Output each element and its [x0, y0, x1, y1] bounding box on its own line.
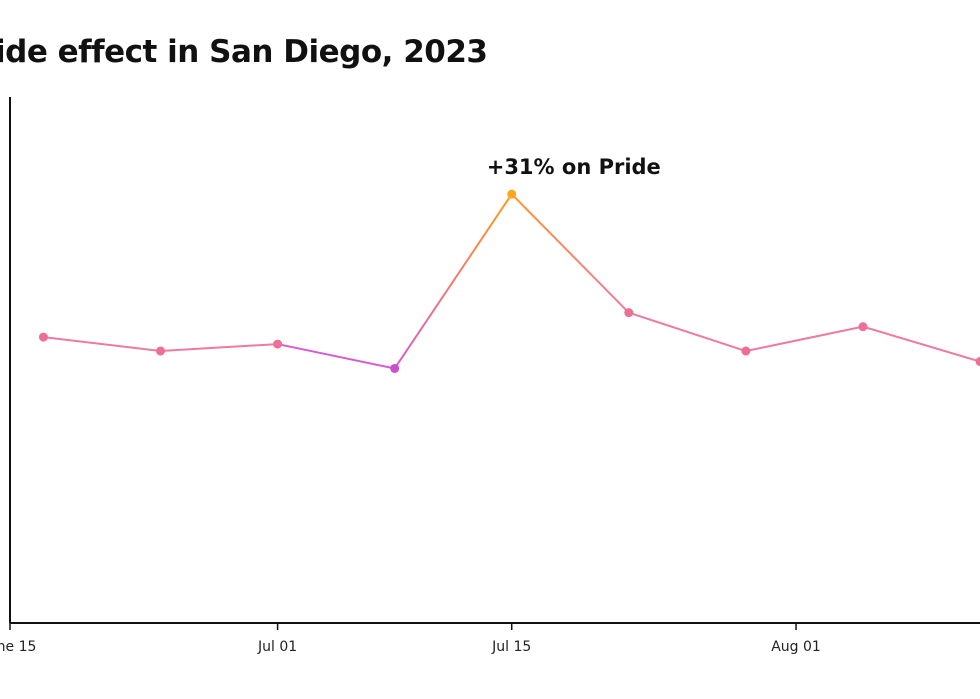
line-segment: [510, 193, 630, 314]
axes: [9, 97, 980, 624]
data-point: [975, 357, 980, 366]
data-point: [507, 189, 517, 199]
peak-annotation: +31% on Pride: [487, 155, 661, 179]
x-tick-label: Jul 15: [491, 639, 531, 655]
data-point: [156, 346, 166, 356]
x-tick-label: Jul 01: [257, 639, 297, 655]
chart-title: Pride effect in San Diego, 2023: [0, 34, 488, 70]
line-segment: [393, 193, 513, 370]
line-segment: [744, 325, 864, 353]
data-point: [624, 308, 634, 318]
data-point: [858, 322, 868, 332]
line-segment: [42, 336, 162, 353]
x-tick-label: June 15: [0, 639, 36, 655]
series-points: [38, 189, 980, 373]
line-segment: [159, 343, 279, 353]
data-point: [390, 363, 400, 373]
x-tick-label: Aug 01: [771, 639, 821, 655]
data-point: [273, 339, 283, 349]
line-segment: [861, 325, 980, 363]
annotations: +31% on Pride: [487, 155, 661, 179]
data-point: [38, 332, 48, 342]
data-point: [741, 346, 751, 356]
x-axis-ticks: June 15 Jul 01 Jul 15 Aug 01: [0, 623, 821, 655]
series-line: [42, 193, 980, 370]
line-segment: [627, 311, 747, 353]
line-segment: [276, 343, 396, 370]
